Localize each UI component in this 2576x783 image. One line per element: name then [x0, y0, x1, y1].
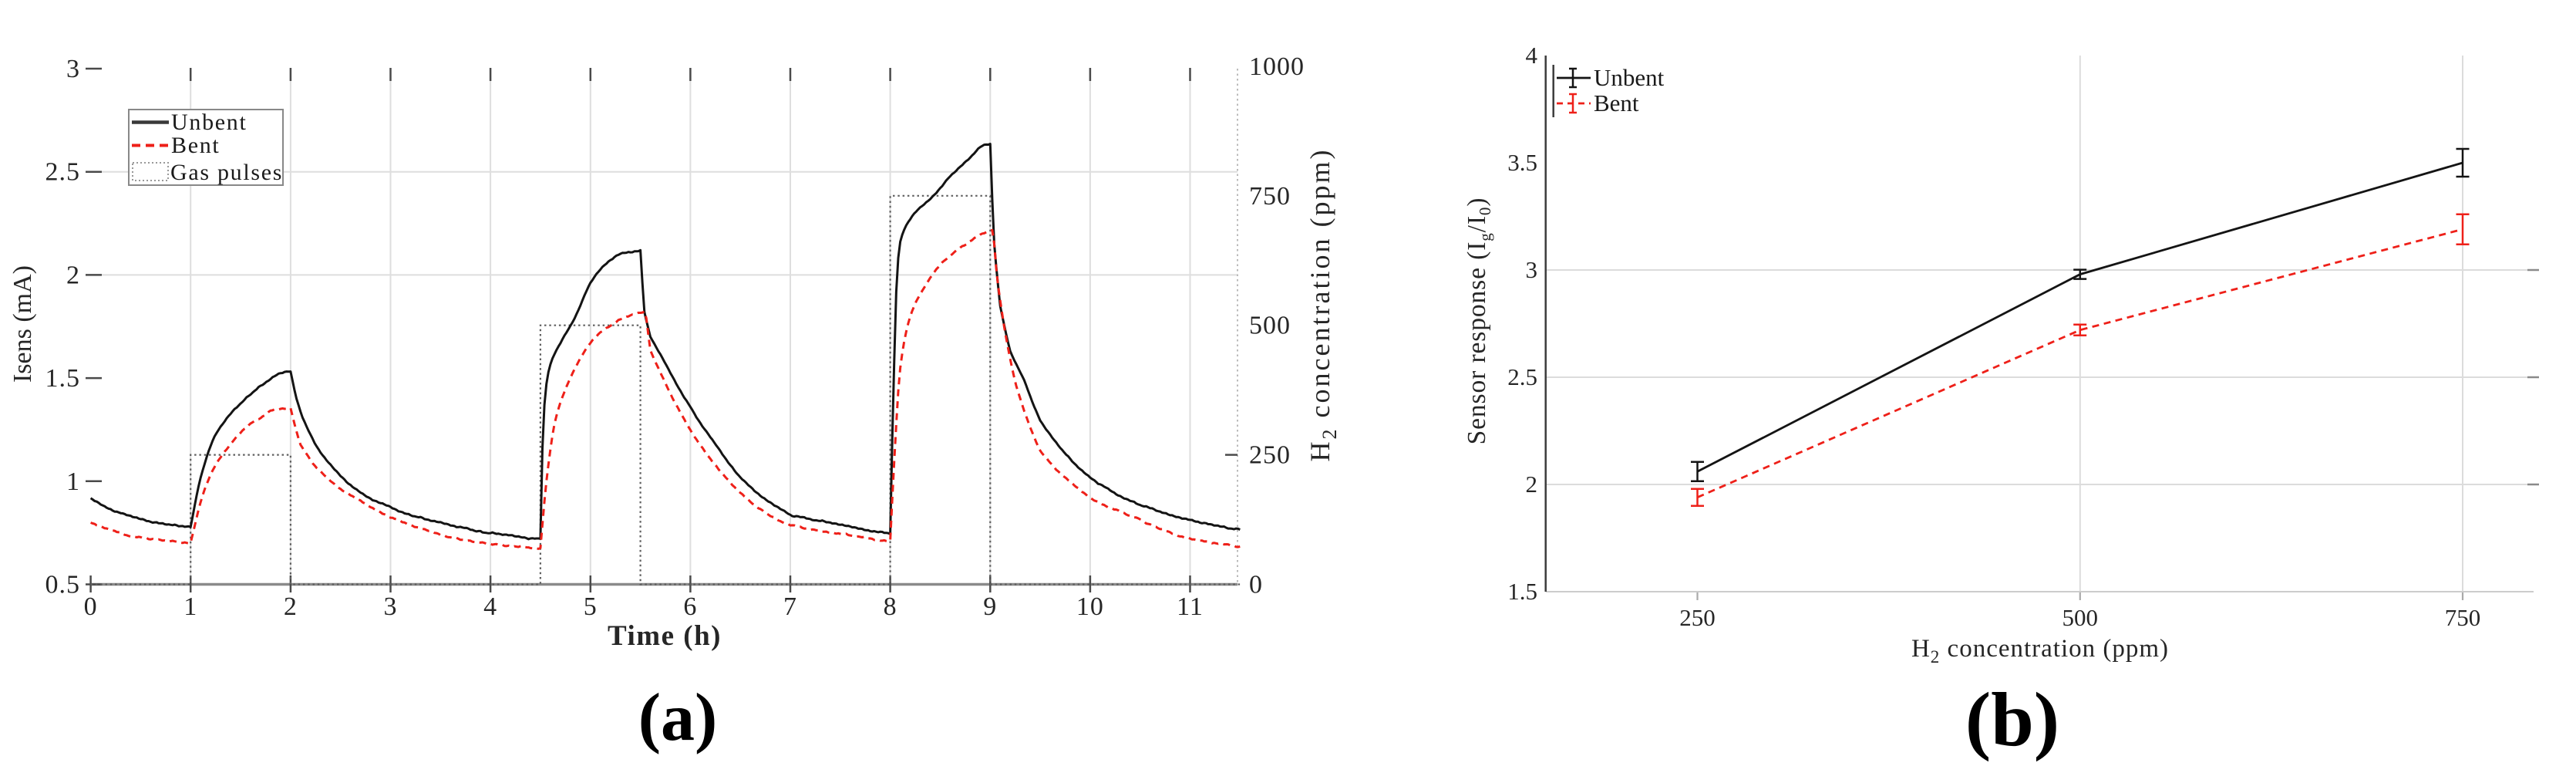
svg-text:H2 concentration (ppm): H2 concentration (ppm) [1305, 148, 1341, 462]
svg-text:1.5: 1.5 [1507, 578, 1537, 605]
svg-text:Time (h): Time (h) [608, 620, 722, 652]
svg-text:Bent: Bent [1594, 89, 1639, 116]
svg-text:Unbent: Unbent [1594, 64, 1665, 91]
svg-text:Isens (mA): Isens (mA) [8, 265, 37, 383]
svg-text:H2 concentration (ppm): H2 concentration (ppm) [1911, 635, 2169, 667]
svg-text:0: 0 [84, 592, 98, 621]
svg-text:8: 8 [884, 592, 897, 621]
svg-text:750: 750 [2445, 604, 2481, 631]
svg-text:2.5: 2.5 [1507, 363, 1537, 390]
svg-text:4: 4 [1526, 42, 1538, 69]
svg-text:500: 500 [1249, 312, 1291, 340]
svg-text:(b): (b) [1965, 677, 2059, 762]
svg-text:Unbent: Unbent [171, 110, 247, 135]
svg-text:4: 4 [483, 592, 497, 621]
svg-text:9: 9 [983, 592, 997, 621]
svg-text:Gas pulses: Gas pulses [170, 160, 283, 185]
svg-text:500: 500 [2062, 604, 2099, 631]
svg-text:Bent: Bent [171, 133, 220, 158]
svg-text:1.5: 1.5 [45, 364, 81, 393]
svg-text:11: 11 [1177, 592, 1204, 621]
svg-text:2: 2 [1526, 471, 1538, 498]
svg-text:7: 7 [783, 592, 797, 621]
svg-text:250: 250 [1249, 441, 1291, 470]
svg-text:3: 3 [66, 55, 80, 83]
svg-text:6: 6 [683, 592, 697, 621]
svg-text:2.5: 2.5 [45, 158, 81, 187]
svg-text:750: 750 [1249, 182, 1291, 211]
svg-text:1: 1 [66, 467, 80, 496]
svg-text:10: 10 [1076, 592, 1104, 621]
svg-text:0: 0 [1249, 571, 1263, 599]
svg-text:3: 3 [384, 592, 398, 621]
svg-text:3.5: 3.5 [1507, 149, 1537, 176]
svg-text:0.5: 0.5 [45, 571, 81, 599]
svg-text:1: 1 [184, 592, 197, 621]
svg-text:5: 5 [584, 592, 598, 621]
svg-text:1000: 1000 [1249, 52, 1305, 81]
svg-text:3: 3 [1526, 256, 1538, 283]
svg-text:2: 2 [284, 592, 298, 621]
svg-text:(a): (a) [638, 680, 718, 755]
svg-text:250: 250 [1679, 604, 1716, 631]
svg-text:2: 2 [66, 261, 80, 289]
